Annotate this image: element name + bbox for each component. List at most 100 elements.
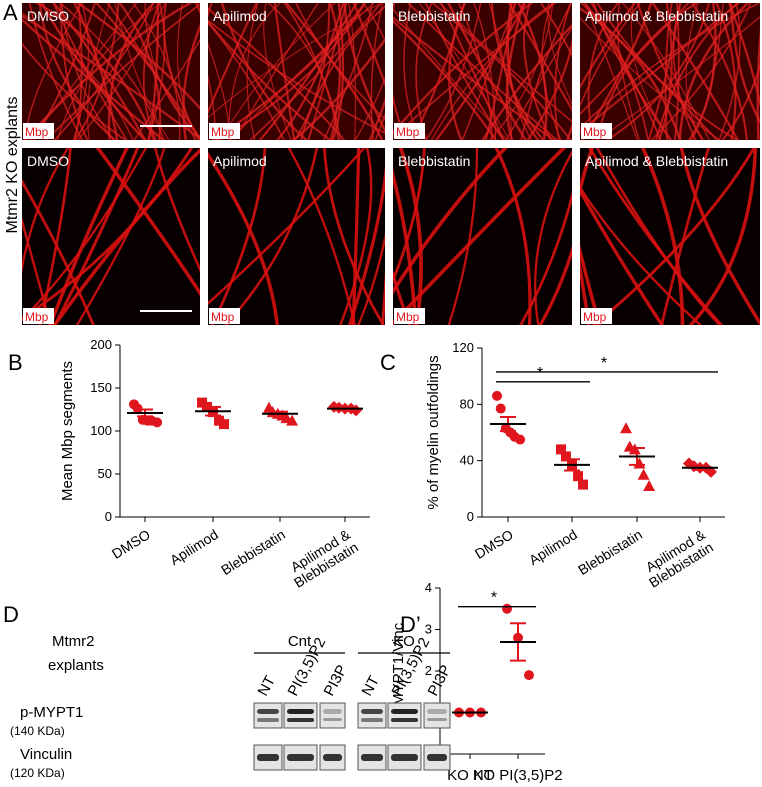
image-label: DMSO: [27, 8, 69, 24]
data-point: [492, 390, 502, 401]
fiber: [48, 148, 129, 325]
blot-band: [427, 718, 447, 721]
fiber: [721, 62, 760, 140]
y-tick-label: 0: [105, 509, 112, 524]
blot-band: [427, 754, 447, 761]
image-label: Apilimod: [213, 153, 267, 169]
fiber: [53, 148, 140, 325]
fiber: [679, 148, 760, 325]
y-tick-label: 40: [460, 453, 474, 468]
fiber: [672, 3, 697, 140]
blot-band: [287, 709, 314, 714]
fiber: [526, 38, 572, 140]
blot-band: [427, 709, 447, 714]
blot-band: [287, 718, 314, 722]
y-axis-label: Mean Mbp segments: [59, 361, 76, 501]
fiber: [538, 245, 572, 325]
fiber: [565, 122, 572, 140]
y-tick-label: 4: [425, 580, 432, 595]
fiber: [176, 3, 200, 140]
stain-label: Mbp: [583, 125, 607, 139]
fiber: [276, 3, 345, 140]
fiber: [592, 3, 672, 140]
fiber: [605, 3, 710, 140]
fiber: [580, 3, 690, 116]
fiber: [22, 42, 127, 140]
blot-name: p-MYPT1: [20, 704, 83, 721]
fiber: [664, 3, 673, 140]
fiber: [208, 20, 332, 140]
fiber: [368, 97, 385, 140]
row-label: Mtmr2 KO explants: [4, 97, 21, 234]
stain-box: [394, 308, 425, 324]
y-tick-label: 120: [452, 340, 474, 355]
data-point: [573, 471, 584, 482]
blot-name: Vinculin: [20, 746, 72, 763]
fiber: [678, 3, 750, 140]
fiber: [393, 19, 497, 140]
y-tick-label: 2: [425, 663, 432, 678]
data-point: [524, 670, 534, 681]
micrograph: [22, 148, 200, 325]
fiber: [418, 3, 511, 140]
blot-lane: [253, 702, 283, 729]
blot-lane: [319, 702, 346, 729]
fiber: [293, 3, 330, 140]
data-point: [637, 468, 650, 480]
fiber: [473, 3, 496, 140]
data-point: [515, 434, 526, 445]
stain-label: Mbp: [396, 125, 420, 139]
fiber: [208, 21, 285, 140]
stain-box: [23, 308, 54, 324]
fiber: [322, 148, 385, 325]
fiber: [22, 18, 166, 140]
fiber: [208, 3, 213, 18]
micrograph-bg: [393, 148, 572, 325]
y-tick-label: 50: [98, 466, 112, 481]
fiber: [357, 232, 385, 325]
fiber: [95, 3, 200, 140]
fiber: [447, 148, 479, 325]
fiber: [114, 3, 170, 140]
data-point: [286, 414, 299, 426]
fiber: [580, 3, 719, 140]
stain-label: Mbp: [25, 125, 49, 139]
fiber: [133, 38, 200, 140]
fiber: [507, 3, 533, 140]
micrograph: [208, 3, 385, 140]
lane-label: NT: [255, 673, 279, 699]
fiber: [107, 3, 156, 140]
blot-band: [287, 754, 314, 761]
fiber: [650, 3, 752, 140]
micrograph: [393, 148, 572, 325]
blot-band: [323, 709, 342, 714]
panel-letter: B: [8, 350, 23, 375]
image-label: Apilimod: [213, 8, 267, 24]
stain-box: [581, 123, 612, 139]
data-point: [495, 403, 506, 414]
fiber: [617, 3, 640, 140]
fiber: [447, 3, 528, 140]
fiber: [756, 27, 760, 140]
fiber: [153, 148, 200, 273]
fiber: [380, 269, 385, 325]
fiber: [688, 148, 758, 325]
y-tick-label: 80: [460, 396, 474, 411]
blot-lane: [423, 702, 451, 729]
fiber: [343, 3, 385, 134]
blot-band: [391, 718, 418, 722]
fiber: [685, 3, 703, 140]
fiber: [208, 151, 279, 325]
fiber: [208, 3, 258, 115]
fiber: [393, 16, 556, 140]
image-label: DMSO: [27, 153, 69, 169]
fiber: [87, 3, 111, 140]
fiber: [208, 19, 385, 135]
blot-band: [323, 754, 342, 761]
fiber: [22, 148, 70, 275]
fiber: [658, 3, 673, 140]
fiber: [220, 3, 309, 140]
fiber: [52, 3, 147, 140]
